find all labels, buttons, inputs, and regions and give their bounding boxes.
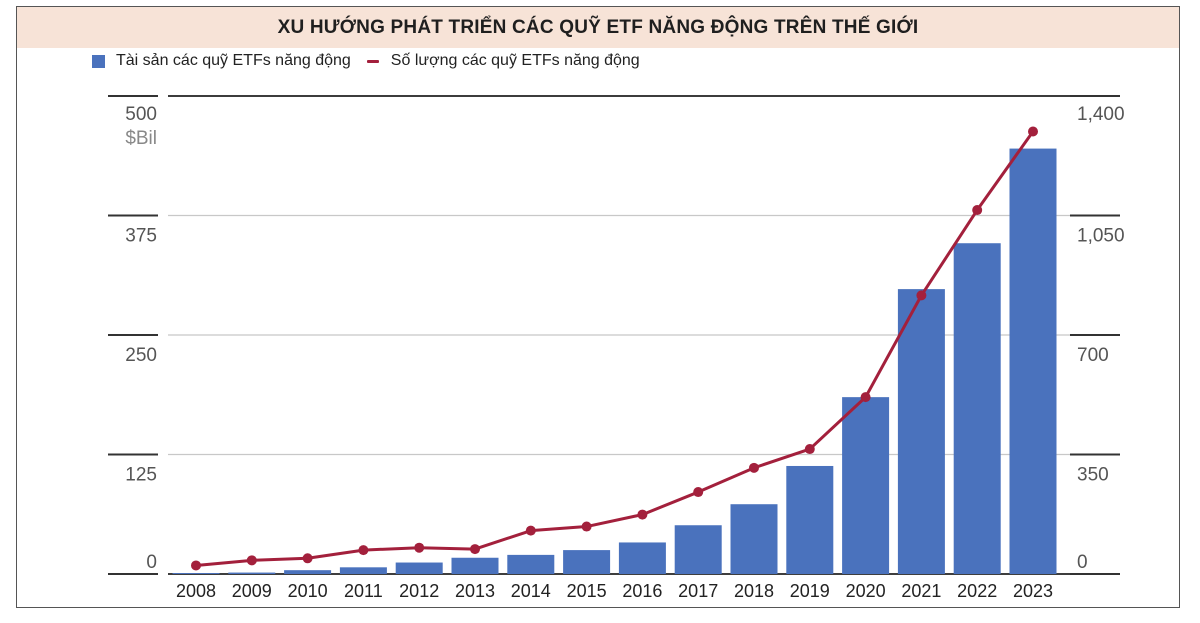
bar-2009 [228, 572, 276, 574]
count-point-2020 [860, 392, 871, 403]
x-tick-label: 2020 [846, 581, 886, 601]
left-tick-label: 0 [146, 552, 157, 573]
bar-2011 [339, 567, 387, 574]
x-tick-label: 2008 [176, 581, 216, 601]
bar-2022 [953, 243, 1001, 574]
x-tick-label: 2009 [232, 581, 272, 601]
right-tick-label: 700 [1077, 345, 1109, 366]
count-point-2012 [414, 542, 425, 553]
legend-item-count: Số lượng các quỹ ETFs năng động [366, 52, 640, 70]
bar-2021 [897, 289, 945, 574]
legend-line-swatch [366, 59, 379, 63]
bar-2023 [1009, 148, 1057, 574]
right-tick-label: 1,400 [1077, 104, 1125, 125]
count-point-2022 [972, 205, 983, 216]
count-point-2010 [302, 553, 313, 564]
left-tick-label: 375 [125, 226, 157, 247]
x-tick-label: 2023 [1013, 581, 1053, 601]
x-tick-label: 2019 [790, 581, 830, 601]
count-point-2011 [358, 545, 369, 556]
legend-bar-swatch [92, 54, 105, 68]
left-tick-label: 125 [125, 465, 157, 486]
x-tick-label: 2021 [901, 581, 941, 601]
bar-2010 [284, 570, 332, 574]
count-point-2017 [693, 487, 704, 498]
x-tick-label: 2010 [288, 581, 328, 601]
x-tick-label: 2022 [957, 581, 997, 601]
x-tick-label: 2018 [734, 581, 774, 601]
x-tick-label: 2012 [399, 581, 439, 601]
bar-2008 [172, 573, 220, 574]
legend: Tài sản các quỹ ETFs năng động Số lượng … [92, 52, 656, 70]
x-tick-label: 2013 [455, 581, 495, 601]
count-point-2023 [1028, 126, 1038, 137]
count-point-2018 [749, 462, 759, 473]
bar-2013 [451, 557, 499, 574]
left-tick-label: 500 [125, 104, 157, 125]
right-tick-label: 350 [1077, 465, 1109, 486]
bar-2018 [730, 504, 778, 574]
count-point-2015 [581, 521, 592, 532]
bar-2017 [674, 525, 722, 574]
left-tick-label: 250 [125, 345, 157, 366]
bar-2015 [563, 550, 611, 574]
count-point-2013 [470, 544, 480, 555]
chart-title: XU HƯỚNG PHÁT TRIỂN CÁC QUỸ ETF NĂNG ĐỘN… [277, 16, 919, 38]
bar-2016 [618, 542, 666, 574]
title-bar: XU HƯỚNG PHÁT TRIỂN CÁC QUỸ ETF NĂNG ĐỘN… [17, 7, 1179, 48]
count-point-2014 [525, 525, 536, 536]
legend-item-assets: Tài sản các quỹ ETFs năng động [92, 52, 351, 70]
count-line [195, 130, 1035, 567]
x-tick-label: 2015 [567, 581, 607, 601]
bar-2020 [842, 397, 890, 574]
right-tick-label: 1,050 [1077, 226, 1125, 247]
count-point-2008 [191, 560, 201, 571]
count-point-2019 [804, 444, 815, 455]
right-tick-label: 0 [1077, 552, 1088, 573]
x-tick-label: 2017 [678, 581, 718, 601]
bar-2014 [507, 554, 555, 574]
x-tick-label: 2016 [622, 581, 662, 601]
legend-line-label: Số lượng các quỹ ETFs năng động [390, 52, 640, 69]
left-unit-label: $Bil [125, 128, 157, 149]
count-point-2009 [246, 555, 257, 566]
bar-2019 [786, 465, 834, 574]
bar-2012 [395, 562, 443, 574]
legend-bar-label: Tài sản các quỹ ETFs năng động [116, 52, 351, 69]
count-point-2021 [916, 290, 927, 301]
x-tick-label: 2011 [344, 581, 383, 601]
x-tick-label: 2014 [511, 581, 551, 601]
count-point-2016 [637, 509, 648, 520]
